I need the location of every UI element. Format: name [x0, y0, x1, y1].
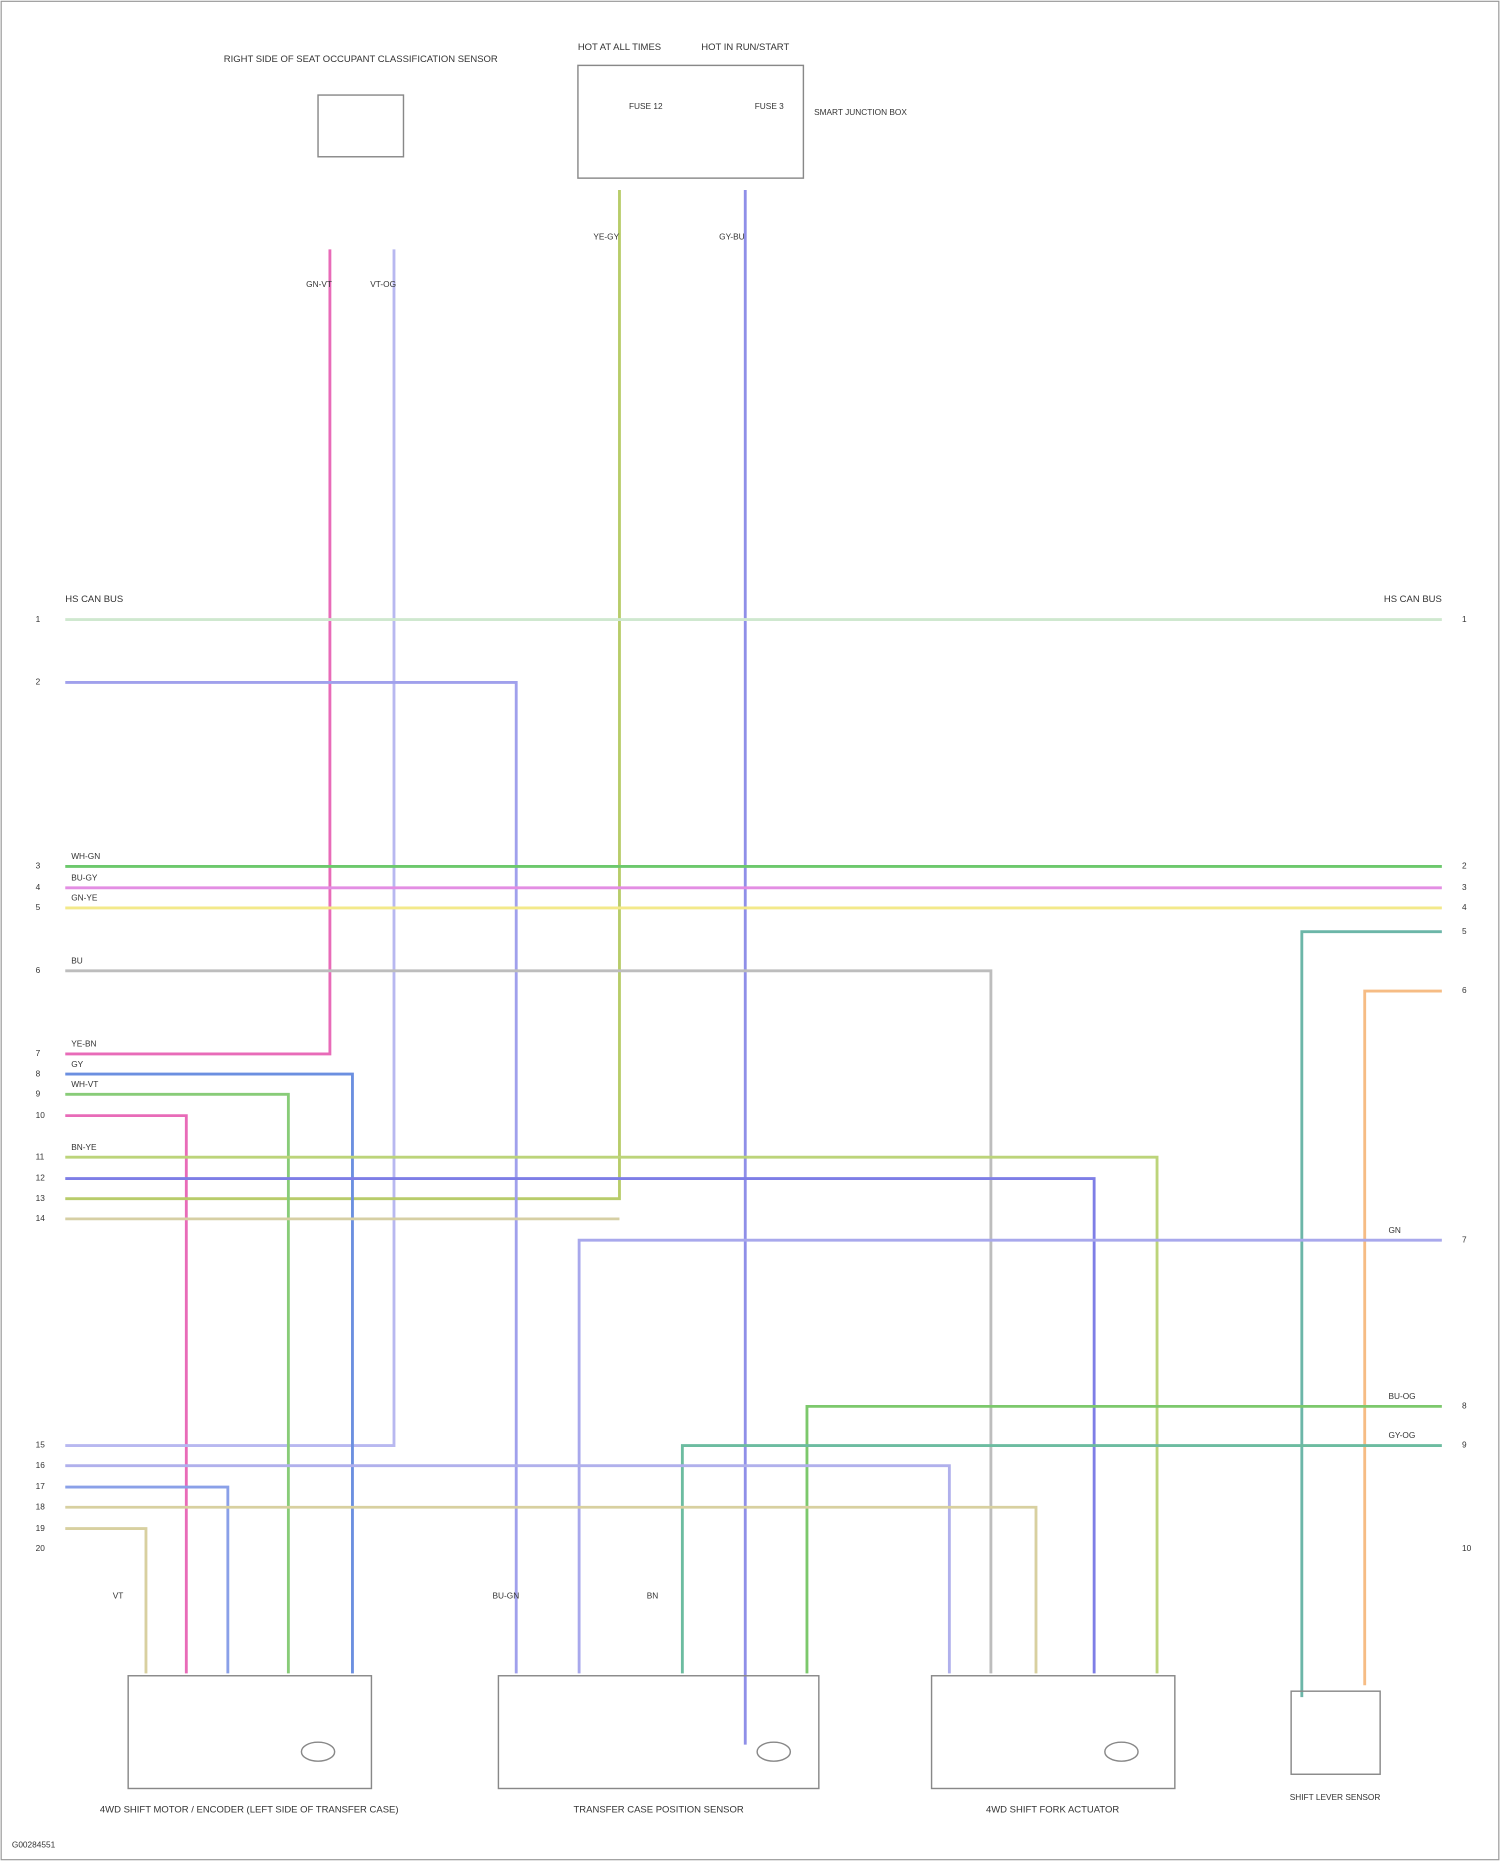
pin-number: 14 [36, 1213, 46, 1223]
wire-label: BU-OG [1388, 1391, 1415, 1401]
wire-label: BN [647, 1590, 659, 1600]
component-label: RIGHT SIDE OF SEAT OCCUPANT CLASSIFICATI… [224, 54, 498, 65]
wire-label: BU-GN [492, 1590, 519, 1600]
pin-number: 2 [1462, 861, 1467, 871]
sensor-box [317, 94, 405, 158]
pin-number: 3 [1462, 882, 1467, 892]
pin-number: 4 [36, 882, 41, 892]
fuse-label: FUSE 12 [629, 101, 663, 111]
pin-number: 17 [36, 1481, 46, 1491]
pin-number: 4 [1462, 902, 1467, 912]
pin-number: 1 [1462, 614, 1467, 624]
motor-box [127, 1675, 373, 1790]
lever-sensor-box [1290, 1690, 1381, 1775]
pin-number: 18 [36, 1501, 46, 1511]
wire-label: BU-GY [71, 872, 98, 882]
pin-number: 10 [36, 1110, 46, 1120]
pin-labels: 1234567891011121314151617181920123456789… [36, 614, 1472, 1553]
component-label: SMART JUNCTION BOX [814, 107, 907, 117]
wire-label: YE-BN [71, 1039, 96, 1049]
wire-label: BU [71, 956, 83, 966]
pin-number: 6 [1462, 985, 1467, 995]
wires [65, 189, 1442, 1745]
pin-number: 11 [36, 1151, 45, 1161]
pin-number: 10 [1462, 1543, 1472, 1553]
wire-label: WH-GN [71, 851, 100, 861]
component-label: TRANSFER CASE POSITION SENSOR [574, 1804, 744, 1815]
pin-number: 8 [36, 1068, 41, 1078]
wire-label: GN [1388, 1225, 1400, 1235]
pin-number: 16 [36, 1460, 46, 1470]
wire-label: VT [113, 1590, 124, 1600]
components [127, 64, 1381, 1790]
actuator-box [930, 1675, 1176, 1790]
pin-number: 7 [1462, 1234, 1467, 1244]
pin-number: 7 [36, 1048, 41, 1058]
motor-symbol [1104, 1741, 1139, 1762]
pin-number: 12 [36, 1173, 46, 1183]
wire-label: GY [71, 1059, 83, 1069]
pin-number: 15 [36, 1440, 46, 1450]
network-label: HS CAN BUS [65, 594, 123, 605]
network-label: HS CAN BUS [1384, 594, 1442, 605]
pin-number: 9 [1462, 1440, 1467, 1450]
pin-number: 8 [1462, 1401, 1467, 1411]
component-label: HOT IN RUN/START [701, 42, 789, 53]
wire-label: YE-GY [593, 232, 619, 242]
pin-number: 13 [36, 1193, 46, 1203]
pin-number: 9 [36, 1088, 41, 1098]
labels: RIGHT SIDE OF SEAT OCCUPANT CLASSIFICATI… [12, 42, 1442, 1850]
wire-labels: GN-VT VT-OG YE-GY GY-BU WH-GN BU-GY GN-YE BU YE-… [71, 232, 1415, 1601]
component-label: 4WD SHIFT FORK ACTUATOR [986, 1804, 1119, 1815]
wire-label: WH-VT [71, 1079, 98, 1089]
position-sensor-box [497, 1675, 820, 1790]
fuse-label: FUSE 3 [755, 101, 784, 111]
motor-symbol [756, 1741, 792, 1762]
component-label: 4WD SHIFT MOTOR / ENCODER (LEFT SIDE OF … [100, 1804, 399, 1815]
component-label: HOT AT ALL TIMES [578, 42, 661, 53]
motor-symbol [300, 1741, 336, 1762]
wire-label: VT-OG [370, 279, 396, 289]
wire-label: GN-YE [71, 893, 98, 903]
pin-number: 5 [1462, 926, 1467, 936]
component-label: SHIFT LEVER SENSOR [1290, 1792, 1381, 1802]
wire-label: GN-VT [306, 279, 332, 289]
pin-number: 2 [36, 677, 41, 687]
pin-number: 20 [36, 1543, 46, 1553]
wire-label: BN-YE [71, 1142, 97, 1152]
wire-label: GY-OG [1388, 1430, 1415, 1440]
pin-number: 19 [36, 1523, 46, 1533]
pin-number: 3 [36, 861, 41, 871]
pin-number: 5 [36, 902, 41, 912]
pin-number: 1 [36, 614, 41, 624]
wire-label: GY-BU [719, 232, 745, 242]
junction-box [577, 64, 805, 179]
pin-number: 6 [36, 965, 41, 975]
footer-code: G00284551 [12, 1840, 56, 1850]
